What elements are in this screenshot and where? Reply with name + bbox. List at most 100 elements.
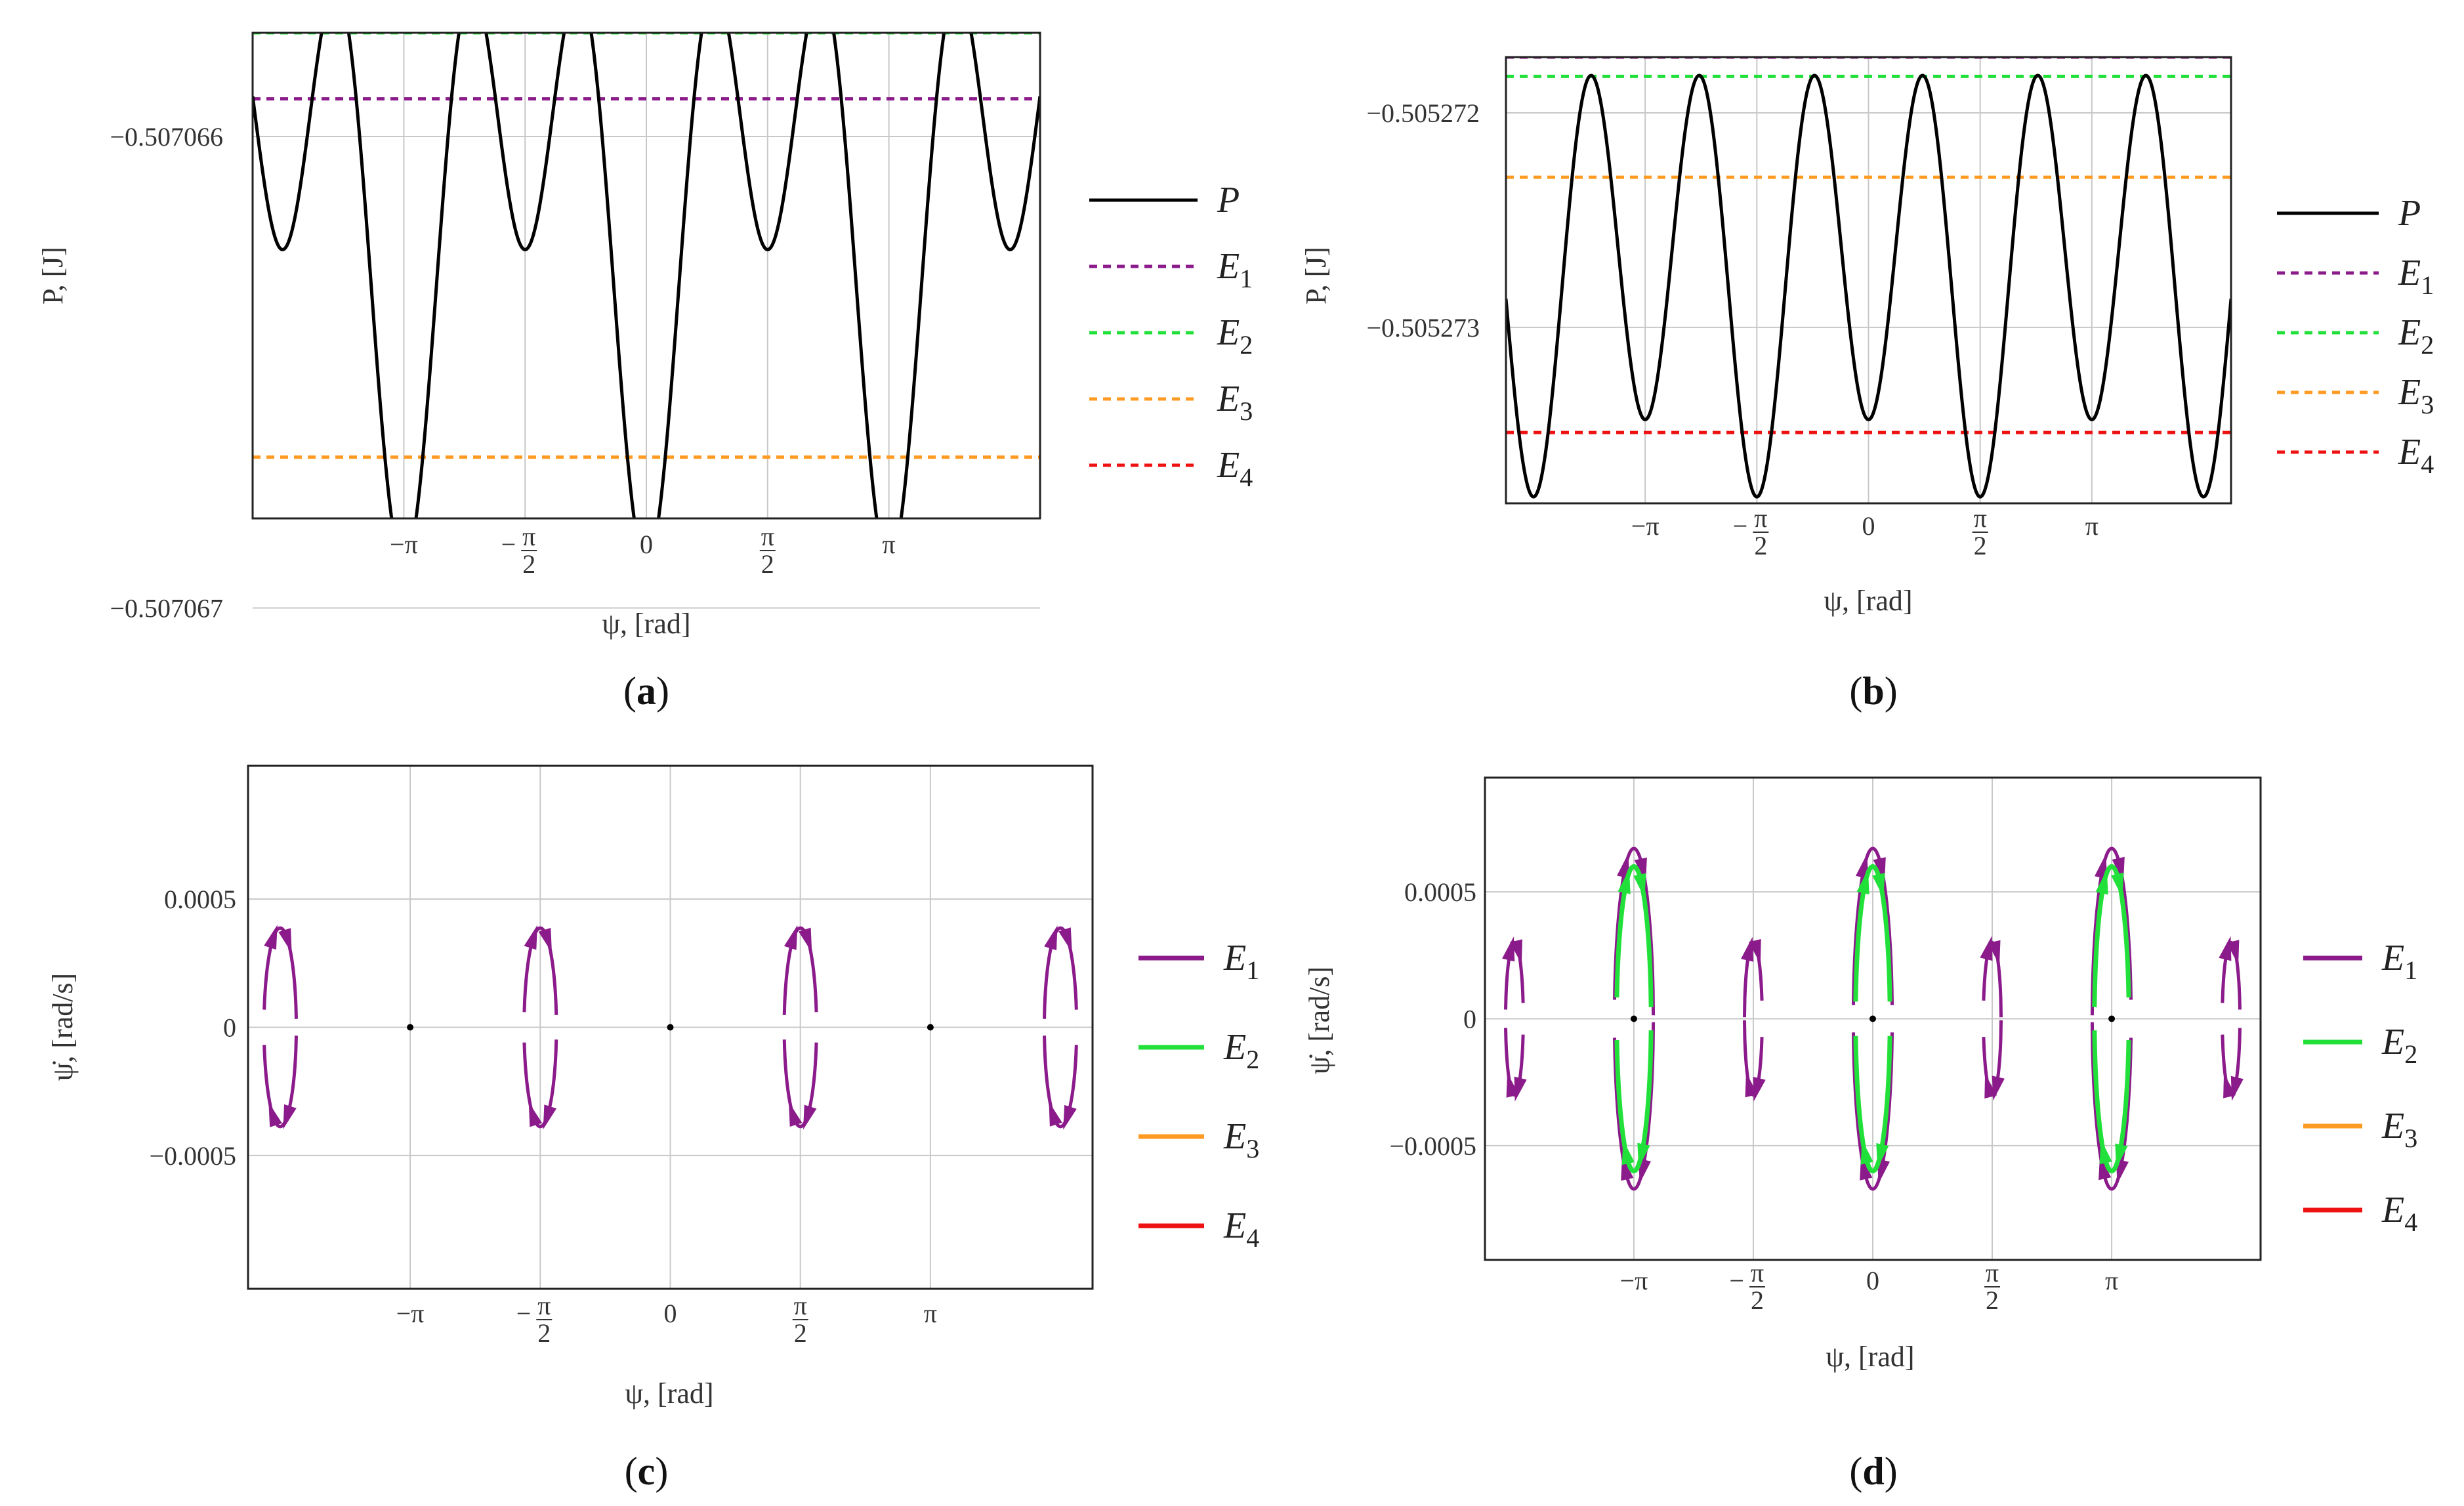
panel-c-arrow-E1 (543, 1104, 557, 1130)
panel-d-traj-E1-lower (1612, 1022, 1656, 1191)
panel-d-equilibrium-point (1869, 1015, 1876, 1022)
panel-d-frame (1484, 776, 2262, 1261)
panel-b-xtick-sign: − (1733, 511, 1748, 541)
panel-b-legend-label: E4 (2398, 432, 2434, 479)
panel-c-xticks: −π − π20 π2π (396, 1291, 937, 1348)
panel-a-ytick-label: −0.507067 (110, 594, 223, 623)
panel-d-xtick-den: 2 (1986, 1286, 1999, 1315)
panel-c-xtick-label: −π (396, 1299, 425, 1328)
panel-b-xtick-den: 2 (1754, 531, 1767, 560)
panel-c-arrow-E1 (268, 1102, 282, 1127)
panel-d-arrow-E1 (2230, 1076, 2244, 1101)
panel-d-ytick-label: −0.0005 (1389, 1131, 1476, 1161)
panel-d-ytick-label: 0.0005 (1404, 877, 1476, 907)
panel-c-traj-E1-upper (1043, 926, 1078, 1019)
panel-c-caption: (c) (625, 1450, 669, 1493)
panel-d-xtick-label: −π (1620, 1266, 1648, 1295)
panel-d-xtick-den: 2 (1751, 1286, 1764, 1315)
panel-b-caption-letter: b (1862, 669, 1884, 713)
panel-a-legend-label: E1 (1217, 246, 1253, 293)
panel-a-xtick-den: 2 (522, 549, 535, 579)
panel-c-traj-E1-upper (782, 926, 818, 1015)
panel-a-xtick-den: 2 (761, 549, 774, 579)
panel-d-caption: (d) (1849, 1450, 1897, 1493)
panel-d-arrow-E1 (2116, 1159, 2129, 1184)
panel-d-arrow-E2 (2099, 1139, 2112, 1165)
panel-a-frame (251, 31, 1041, 520)
panel-d-arrow-E1 (1980, 936, 1993, 961)
panel-b-grid (1506, 57, 2231, 503)
panel-d-arrow-E1 (2095, 854, 2108, 879)
panel-d-xtick-num: π (1751, 1258, 1764, 1287)
panel-b-xtick-den: 2 (1974, 531, 1987, 560)
panel-d-yticks: 0.0005 0 −0.0005 (1389, 877, 1476, 1161)
panel-c-arrow-E1 (803, 1104, 817, 1130)
panel-c-traj-E1-lower (262, 1035, 298, 1129)
panel-c-ytick-label: 0 (223, 1013, 236, 1043)
panel-c-arrow-E1 (1058, 927, 1072, 953)
panel-a-xticks: −π − π20 π2π (390, 522, 896, 579)
panel-a-legend-label: E3 (1217, 379, 1253, 426)
panel-a-xtick-num: π (761, 522, 774, 551)
panel-d-arrow-E1 (1753, 1076, 1766, 1102)
panel-c-traj-E1-lower (1043, 1035, 1078, 1129)
panel-c-xtick-den: 2 (794, 1318, 807, 1348)
panel-d-arrow-E1 (1514, 1076, 1527, 1102)
panel-c-legend-label: E4 (1223, 1205, 1259, 1253)
panel-d-arrow-E1 (1509, 939, 1522, 965)
panel-a-xtick-num: π (522, 522, 535, 551)
panel-c-xtick-num: π (794, 1291, 807, 1320)
panel-c-arrow-E1 (538, 928, 552, 953)
panel-d-traj-E2-upper (1614, 864, 1654, 1007)
panel-b-legend-label: E1 (2398, 253, 2434, 300)
panel-d-arrow-E2 (1618, 869, 1631, 894)
panel-d-legend-label: E3 (2381, 1106, 2417, 1153)
panel-a-xlabel: ψ, [rad] (602, 608, 690, 640)
panel-a-curve-P (253, 33, 1040, 518)
panel-a: −0.507066−0.507067 −π − π20 π2π ψ, [rad] P,… (37, 31, 1253, 713)
panel-b-xtick-num: π (1754, 503, 1767, 533)
panel-a-ylabel: P, [J] (37, 247, 69, 304)
panel-d-arrow-E1 (1748, 939, 1761, 964)
panel-d-traj-E1-upper (1612, 847, 1656, 1016)
panel-d-arrow-E1 (1992, 1076, 2005, 1101)
panel-c-traj-E1-lower (782, 1039, 818, 1129)
panel-c-ytick-label: −0.0005 (149, 1141, 236, 1171)
panel-b-ytick-label: −0.505272 (1366, 98, 1480, 128)
panel-d-traj-E2-upper (2092, 864, 2131, 1007)
panel-a-xtick-label: −π (390, 530, 418, 559)
panel-c-arrow-E1 (1063, 1104, 1077, 1130)
panel-c-xtick-num: π (537, 1291, 551, 1320)
panel-c-traj-E1-upper (522, 926, 558, 1015)
panel-b-caption: (b) (1849, 669, 1897, 713)
panel-d-traj-E1-lower (1851, 1032, 1894, 1191)
panel-c-yticks: 0.0005 0 −0.0005 (149, 885, 236, 1171)
panel-c-equilibrium-point (407, 1024, 414, 1031)
panel-b-legend-label: E2 (2398, 312, 2434, 360)
panel-d-xtick-num: π (1986, 1258, 1999, 1287)
panel-d-xlabel: ψ, [rad] (1826, 1341, 1914, 1373)
panel-d-arrow-E2 (1856, 869, 1869, 894)
panel-a-ytick-label: −0.507066 (110, 122, 223, 152)
panel-d-traj-E2-lower (1614, 1030, 1654, 1174)
panel-d-arrow-E2 (1637, 1142, 1650, 1168)
panel-c-arrow-E1 (1049, 1101, 1062, 1127)
panel-a-series (253, 33, 1040, 518)
panel-d-series (1502, 847, 2244, 1191)
panel-d-legend: E1 E2 E3 E4 (2303, 938, 2417, 1237)
panel-c-xtick-label: 0 (664, 1299, 677, 1328)
panel-c-legend-label: E1 (1223, 938, 1259, 985)
panel-d-arrow-E1 (1617, 853, 1630, 879)
panel-d-legend-label: E2 (2381, 1022, 2417, 1069)
panel-c-equilibrium-point (667, 1024, 674, 1031)
panel-c-arrow-E1 (264, 925, 278, 950)
panel-b-curve-P (1506, 73, 2231, 499)
panel-d-arrow-E1 (1877, 1159, 1890, 1184)
panel-d-legend-label: E4 (2381, 1190, 2417, 1237)
panel-d-arrow-E2 (2111, 872, 2124, 898)
panel-b: −0.505272−0.505273 −π − π20 π2π ψ, [rad] P,… (1300, 56, 2434, 713)
panel-b-legend: P E1 E2 E3 E4 (2277, 193, 2434, 479)
panel-d-arrow-E2 (1860, 1139, 1873, 1165)
panel-d-xtick-label: 0 (1866, 1266, 1879, 1295)
